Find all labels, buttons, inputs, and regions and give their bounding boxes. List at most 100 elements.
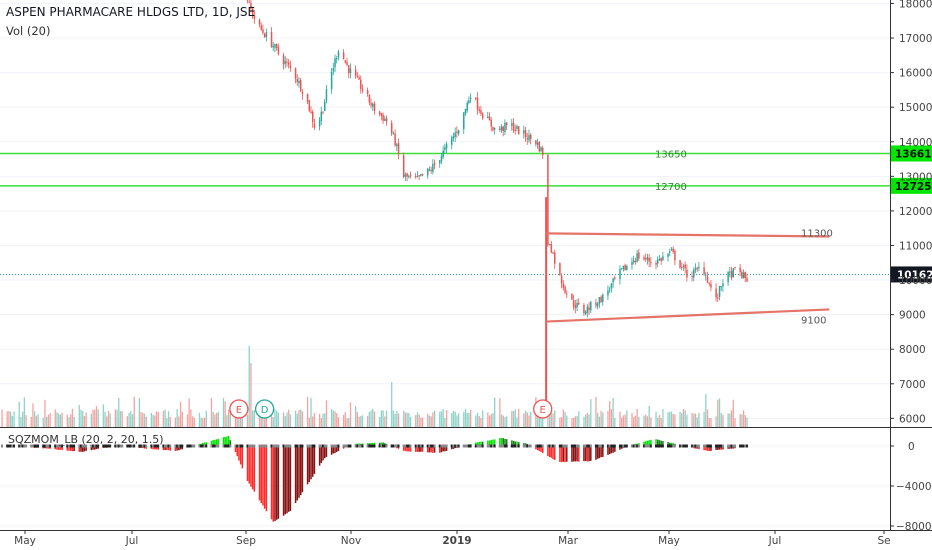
squeeze-dot <box>457 444 460 448</box>
squeeze-dot <box>188 444 191 448</box>
candle-body <box>475 98 477 100</box>
candle-body <box>430 169 432 172</box>
pane-frame <box>0 0 932 531</box>
volume-bar <box>439 411 441 427</box>
squeeze-dot <box>478 444 481 448</box>
momentum-bar <box>516 441 518 446</box>
candle-body <box>284 61 287 64</box>
momentum-bar <box>238 446 240 461</box>
squeeze-dot <box>330 444 333 448</box>
squeeze-dot <box>162 444 165 448</box>
candle-body <box>583 304 585 314</box>
volume-bar <box>210 397 213 427</box>
volume-bar <box>344 412 347 427</box>
squeeze-dot <box>491 444 494 448</box>
candle-body <box>426 168 429 176</box>
volume-bar <box>200 417 202 427</box>
candle-body <box>708 282 710 284</box>
volume-bar <box>226 414 228 427</box>
candle-body <box>526 138 529 140</box>
squeeze-dot <box>598 444 601 448</box>
squeeze-dot <box>301 444 304 448</box>
momentum-bar <box>330 446 333 455</box>
momentum-bar <box>481 441 484 446</box>
volume-bar <box>128 412 130 427</box>
triangle-pattern[interactable]: 11300 9100 <box>546 228 833 326</box>
momentum-bar <box>167 446 170 451</box>
squeeze-dot <box>539 444 542 448</box>
volume-bar <box>166 418 168 427</box>
volume-bar <box>42 417 44 427</box>
volume-bar <box>34 411 36 427</box>
candle-body <box>262 29 264 33</box>
volume-bar <box>133 396 135 427</box>
candle-body <box>505 122 508 125</box>
volume-bar <box>58 413 60 427</box>
momentum-bar <box>54 446 57 450</box>
volume-bar <box>643 415 645 427</box>
candle-body <box>368 94 371 103</box>
candle-body <box>588 307 590 310</box>
volume-bar <box>68 417 70 427</box>
time-axis[interactable]: May Jul Sep Nov 2019 Mar May Jul Se <box>14 530 891 547</box>
volume-bar <box>667 412 669 427</box>
momentum-bar <box>81 446 84 452</box>
momentum-bar <box>512 440 515 446</box>
candle-body <box>536 142 539 145</box>
candle-body <box>301 91 304 95</box>
squeeze-dot <box>660 444 663 448</box>
candle-body <box>572 300 575 307</box>
squeeze-dot <box>140 444 143 448</box>
volume-bar <box>404 412 407 427</box>
momentum-bar <box>270 446 273 520</box>
price-candles <box>246 0 748 417</box>
squeeze-dot <box>335 444 338 448</box>
squeeze-indicator-label[interactable]: SQZMOM_LB (20, 2, 20, 1.5) <box>8 433 164 446</box>
volume-bar <box>6 411 8 427</box>
squeeze-dot <box>601 444 604 448</box>
candle-body <box>674 251 676 261</box>
momentum-bar <box>439 446 441 453</box>
squeeze-dot <box>217 444 220 448</box>
volume-bar <box>229 409 231 427</box>
volume-bar <box>626 410 628 427</box>
momentum-bar <box>404 446 407 452</box>
candle-body <box>397 143 400 155</box>
volume-bar <box>47 414 50 427</box>
candle-body <box>559 263 561 275</box>
volume-bar <box>445 410 448 427</box>
volume-bar <box>167 411 170 427</box>
candle-body <box>512 122 515 131</box>
momentum-bar <box>547 446 549 456</box>
candle-body <box>385 117 388 122</box>
volume-bar <box>61 412 63 427</box>
candle-body <box>445 144 448 149</box>
squeeze-dot <box>55 444 58 448</box>
squeeze-dot <box>121 444 124 448</box>
squeeze-dot <box>311 444 314 448</box>
momentum-bar <box>706 446 709 451</box>
momentum-axis[interactable]: 0 −4000 −8000 <box>890 441 932 533</box>
squeeze-dot <box>546 444 549 448</box>
squeeze-dot <box>630 444 633 448</box>
volume-bar <box>334 411 336 427</box>
momentum-bar <box>236 446 238 457</box>
squeeze-dot <box>618 444 621 448</box>
volume-indicator-label[interactable]: Vol (20) <box>6 24 51 38</box>
squeeze-dot <box>282 444 285 448</box>
squeeze-dot <box>622 444 625 448</box>
momentum-bar <box>181 446 184 450</box>
momentum-bar <box>227 435 230 446</box>
momentum-bar <box>662 441 664 446</box>
candle-body <box>318 120 321 127</box>
momentum-bar <box>260 446 262 504</box>
candle-body <box>476 97 479 110</box>
volume-bar <box>583 416 585 427</box>
squeeze-dot <box>323 444 326 448</box>
momentum-bar <box>402 446 405 451</box>
squeeze-dot <box>654 444 657 448</box>
candle-body <box>550 244 553 253</box>
price-axis[interactable]: 6000 7000 8000 9000 10000 11000 12000 13000 1400… <box>890 0 932 425</box>
